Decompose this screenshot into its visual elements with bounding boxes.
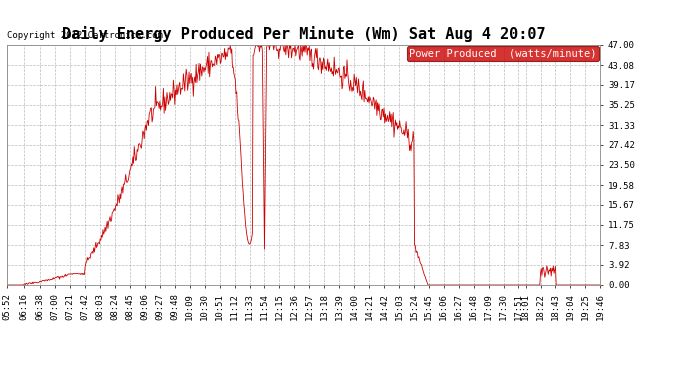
Title: Daily Energy Produced Per Minute (Wm) Sat Aug 4 20:07: Daily Energy Produced Per Minute (Wm) Sa… <box>62 27 545 42</box>
Text: Copyright 2012 Cartronics.com: Copyright 2012 Cartronics.com <box>7 31 163 40</box>
Legend: Power Produced  (watts/minute): Power Produced (watts/minute) <box>406 46 599 61</box>
